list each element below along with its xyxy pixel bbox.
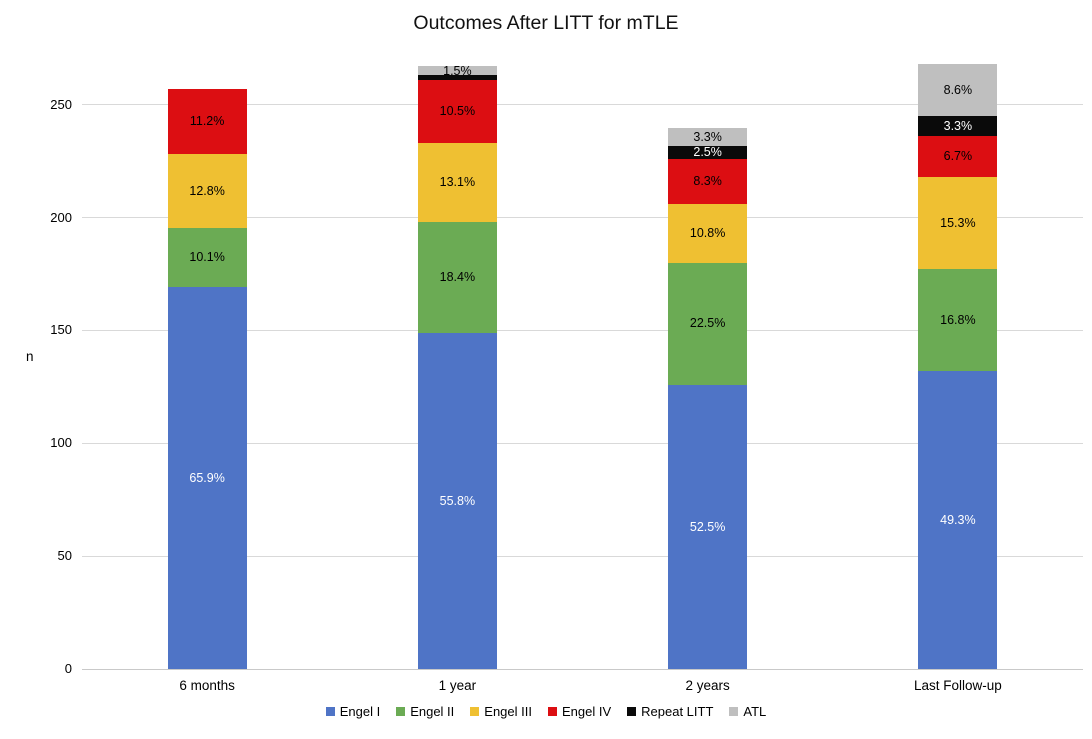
segment-label-repeat-litt: 2.5% [693,145,722,160]
segment-label-engel-i: 49.3% [940,512,976,527]
legend-item-engel-iii: Engel III [470,704,532,719]
segment-engel-iv: 8.3% [668,159,748,205]
bar-6-months: 65.9% 10.1% 12.8% 11.2% [167,88,247,669]
y-tick-label-150: 150 [50,322,72,338]
segment-label-atl: 3.3% [693,129,722,144]
segment-label-engel-ii: 16.8% [940,312,976,327]
y-tick-label-250: 250 [50,96,72,112]
segment-engel-iii: 10.8% [668,204,748,263]
segment-engel-ii: 22.5% [668,262,748,385]
segment-label-engel-ii: 22.5% [689,316,726,331]
segment-label-engel-iv: 8.3% [693,174,722,189]
legend-label-engel-iv: Engel IV [561,704,612,719]
legend-swatch-icon-atl [729,707,739,716]
segment-label-atl: 8.6% [943,82,973,97]
segment-engel-iv: 10.5% [417,79,497,143]
legend-label-engel-iii: Engel III [484,704,532,719]
gridline-250 [82,104,1083,106]
gridline-50 [82,555,1083,557]
segment-label-engel-iii: 10.8% [689,226,726,241]
segment-engel-i: 65.9% [167,286,247,669]
legend-swatch-icon-repeat-litt [627,707,637,716]
segment-repeat-litt: 2.5% [668,145,748,160]
segment-label-engel-iv: 10.5% [439,103,476,118]
segment-label-engel-iii: 15.3% [940,215,976,230]
y-tick-label-100: 100 [50,435,72,451]
legend-item-atl: ATL [729,704,766,719]
segment-engel-ii: 18.4% [417,221,497,333]
segment-engel-iv: 6.7% [918,136,998,177]
segment-label-engel-i: 52.5% [689,519,726,534]
legend-label-atl: ATL [743,704,767,719]
segment-engel-iii: 13.1% [417,142,497,222]
y-tick-label-50: 50 [57,548,72,564]
x-axis-label-last-follow-up: Last Follow-up [913,678,1002,693]
gridline-200 [82,217,1083,219]
segment-repeat-litt: 3.3% [918,116,998,137]
segment-label-engel-ii: 18.4% [439,269,476,284]
segment-engel-iv: 11.2% [167,88,247,154]
segment-label-engel-iii: 12.8% [189,183,225,198]
segment-label-atl: 1.5% [443,63,472,78]
legend-swatch-icon-engel-i [325,707,335,716]
legend: Engel I Engel II Engel III Engel IV Repeat L… [0,704,1092,719]
segment-label-engel-i: 65.9% [189,470,225,485]
segment-engel-i: 49.3% [918,370,998,669]
x-axis-label-6-months: 6 months [179,678,235,693]
y-tick-label-0: 0 [64,661,72,676]
bar-last-follow-up: 49.3% 16.8% 15.3% 6.7% 3.3% 8.6% [918,64,998,669]
segment-engel-ii: 10.1% [167,228,247,287]
legend-swatch-icon-engel-iii [470,707,480,716]
legend-label-repeat-litt: Repeat LITT [641,704,714,719]
gridline-0 [82,668,1083,670]
segment-atl: 3.3% [668,127,748,146]
y-tick-label-200: 200 [50,209,72,225]
legend-swatch-icon-engel-ii [396,707,406,716]
legend-label-engel-i: Engel I [339,704,381,719]
legend-item-engel-ii: Engel II [396,704,454,719]
bar-2-years: 52.5% 22.5% 10.8% 8.3% 2.5% 3.3% [668,127,748,669]
segment-engel-iii: 12.8% [167,153,247,229]
legend-label-engel-ii: Engel II [410,704,455,719]
gridline-100 [82,442,1083,444]
segment-repeat-litt [417,75,497,80]
legend-item-repeat-litt: Repeat LITT [627,704,713,719]
segment-atl: 1.5% [417,63,497,78]
legend-swatch-icon-engel-iv [547,707,557,716]
segment-engel-i: 52.5% [668,384,748,669]
x-axis-label-2-years: 2 years [685,678,730,693]
y-axis-title: n [26,349,34,364]
segment-engel-ii: 16.8% [918,269,998,371]
segment-label-engel-i: 55.8% [439,493,476,508]
segment-label-engel-ii: 10.1% [189,250,225,265]
x-axis-label-1-year: 1 year [438,678,477,693]
legend-item-engel-iv: Engel IV [547,704,612,719]
segment-atl: 8.6% [918,64,998,117]
segment-label-repeat-litt: 3.3% [943,118,973,133]
segment-label-engel-iv: 6.7% [943,149,973,164]
segment-label-engel-iii: 13.1% [439,175,476,190]
segment-label-engel-iv: 11.2% [189,114,225,129]
segment-engel-iii: 15.3% [918,176,998,270]
legend-item-engel-i: Engel I [325,704,381,719]
bar-1-year: 55.8% 18.4% 13.1% 10.5% 1.5% [417,63,497,669]
segment-engel-i: 55.8% [417,332,497,669]
gridline-150 [82,329,1083,331]
chart-title: Outcomes After LITT for mTLE [413,12,679,34]
